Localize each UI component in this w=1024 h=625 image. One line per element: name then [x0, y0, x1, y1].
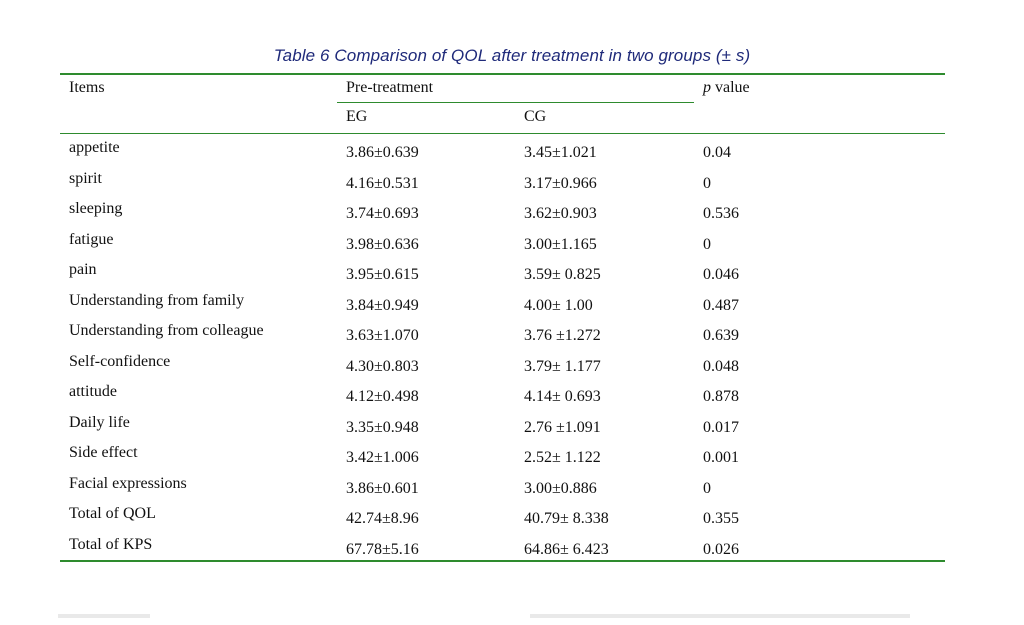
header-p-value: p value: [703, 79, 750, 97]
row-eg-value: 3.74±0.693: [346, 205, 419, 222]
row-item-label: fatigue: [69, 231, 114, 248]
row-cg-value: 3.00±1.165: [524, 236, 597, 253]
row-eg-value: 3.42±1.006: [346, 449, 419, 466]
row-cg-value: 3.62±0.903: [524, 205, 597, 222]
row-cg-value: 3.00±0.886: [524, 480, 597, 497]
row-cg-value: 64.86± 6.423: [524, 541, 609, 558]
table-top-rule: [60, 73, 945, 75]
row-cg-value: 3.59± 0.825: [524, 266, 601, 283]
row-item-label: Side effect: [69, 444, 138, 461]
row-eg-value: 42.74±8.96: [346, 510, 419, 527]
row-p-value: 0.026: [703, 541, 739, 558]
row-p-value: 0: [703, 236, 711, 253]
row-item-label: Understanding from family: [69, 292, 245, 309]
row-cg-value: 2.76 ±1.091: [524, 419, 601, 436]
row-p-value: 0.536: [703, 205, 739, 222]
row-item-label: Daily life: [69, 414, 130, 431]
row-item-label: appetite: [69, 139, 120, 156]
table-caption: Table 6 Comparison of QOL after treatmen…: [273, 46, 751, 65]
row-item-label: Total of KPS: [69, 536, 153, 553]
row-cg-value: 40.79± 8.338: [524, 510, 609, 527]
row-cg-value: 3.79± 1.177: [524, 358, 601, 375]
header-cg: CG: [524, 108, 547, 125]
row-p-value: 0.017: [703, 419, 739, 436]
row-eg-value: 4.30±0.803: [346, 358, 419, 375]
row-eg-value: 3.35±0.948: [346, 419, 419, 436]
row-p-value: 0: [703, 175, 711, 192]
table-bottom-rule: [60, 560, 945, 562]
row-cg-value: 4.14± 0.693: [524, 388, 601, 405]
row-item-label: Facial expressions: [69, 475, 187, 492]
next-text-fragment: [530, 614, 910, 618]
row-cg-value: 3.17±0.966: [524, 175, 597, 192]
row-p-value: 0.355: [703, 510, 739, 527]
row-cg-value: 3.76 ±1.272: [524, 327, 601, 344]
row-eg-value: 4.12±0.498: [346, 388, 419, 405]
row-cg-value: 3.45±1.021: [524, 144, 597, 161]
header-pre-treatment: Pre-treatment: [346, 79, 434, 96]
header-p-label: value: [711, 79, 750, 96]
row-item-label: Self-confidence: [69, 353, 171, 370]
row-p-value: 0.487: [703, 297, 739, 314]
next-text-fragment: [58, 614, 150, 618]
row-p-value: 0.001: [703, 449, 739, 466]
header-p-symbol: p: [703, 79, 711, 96]
row-eg-value: 67.78±5.16: [346, 541, 419, 558]
row-cg-value: 2.52± 1.122: [524, 449, 601, 466]
row-eg-value: 4.16±0.531: [346, 175, 419, 192]
row-p-value: 0.878: [703, 388, 739, 405]
row-item-label: sleeping: [69, 200, 123, 217]
group-header-rule: [337, 102, 694, 103]
row-eg-value: 3.63±1.070: [346, 327, 419, 344]
row-eg-value: 3.86±0.601: [346, 480, 419, 497]
row-item-label: spirit: [69, 170, 102, 187]
row-item-label: pain: [69, 261, 97, 278]
row-eg-value: 3.84±0.949: [346, 297, 419, 314]
table-header-rule: [60, 133, 945, 134]
header-eg: EG: [346, 108, 368, 125]
row-item-label: Understanding from colleague: [69, 322, 264, 339]
row-p-value: 0.639: [703, 327, 739, 344]
row-eg-value: 3.86±0.639: [346, 144, 419, 161]
row-p-value: 0.046: [703, 266, 739, 283]
row-cg-value: 4.00± 1.00: [524, 297, 593, 314]
row-p-value: 0: [703, 480, 711, 497]
header-items: Items: [69, 79, 105, 96]
row-item-label: Total of QOL: [69, 505, 156, 522]
row-p-value: 0.048: [703, 358, 739, 375]
row-eg-value: 3.98±0.636: [346, 236, 419, 253]
row-p-value: 0.04: [703, 144, 731, 161]
row-eg-value: 3.95±0.615: [346, 266, 419, 283]
row-item-label: attitude: [69, 383, 117, 400]
